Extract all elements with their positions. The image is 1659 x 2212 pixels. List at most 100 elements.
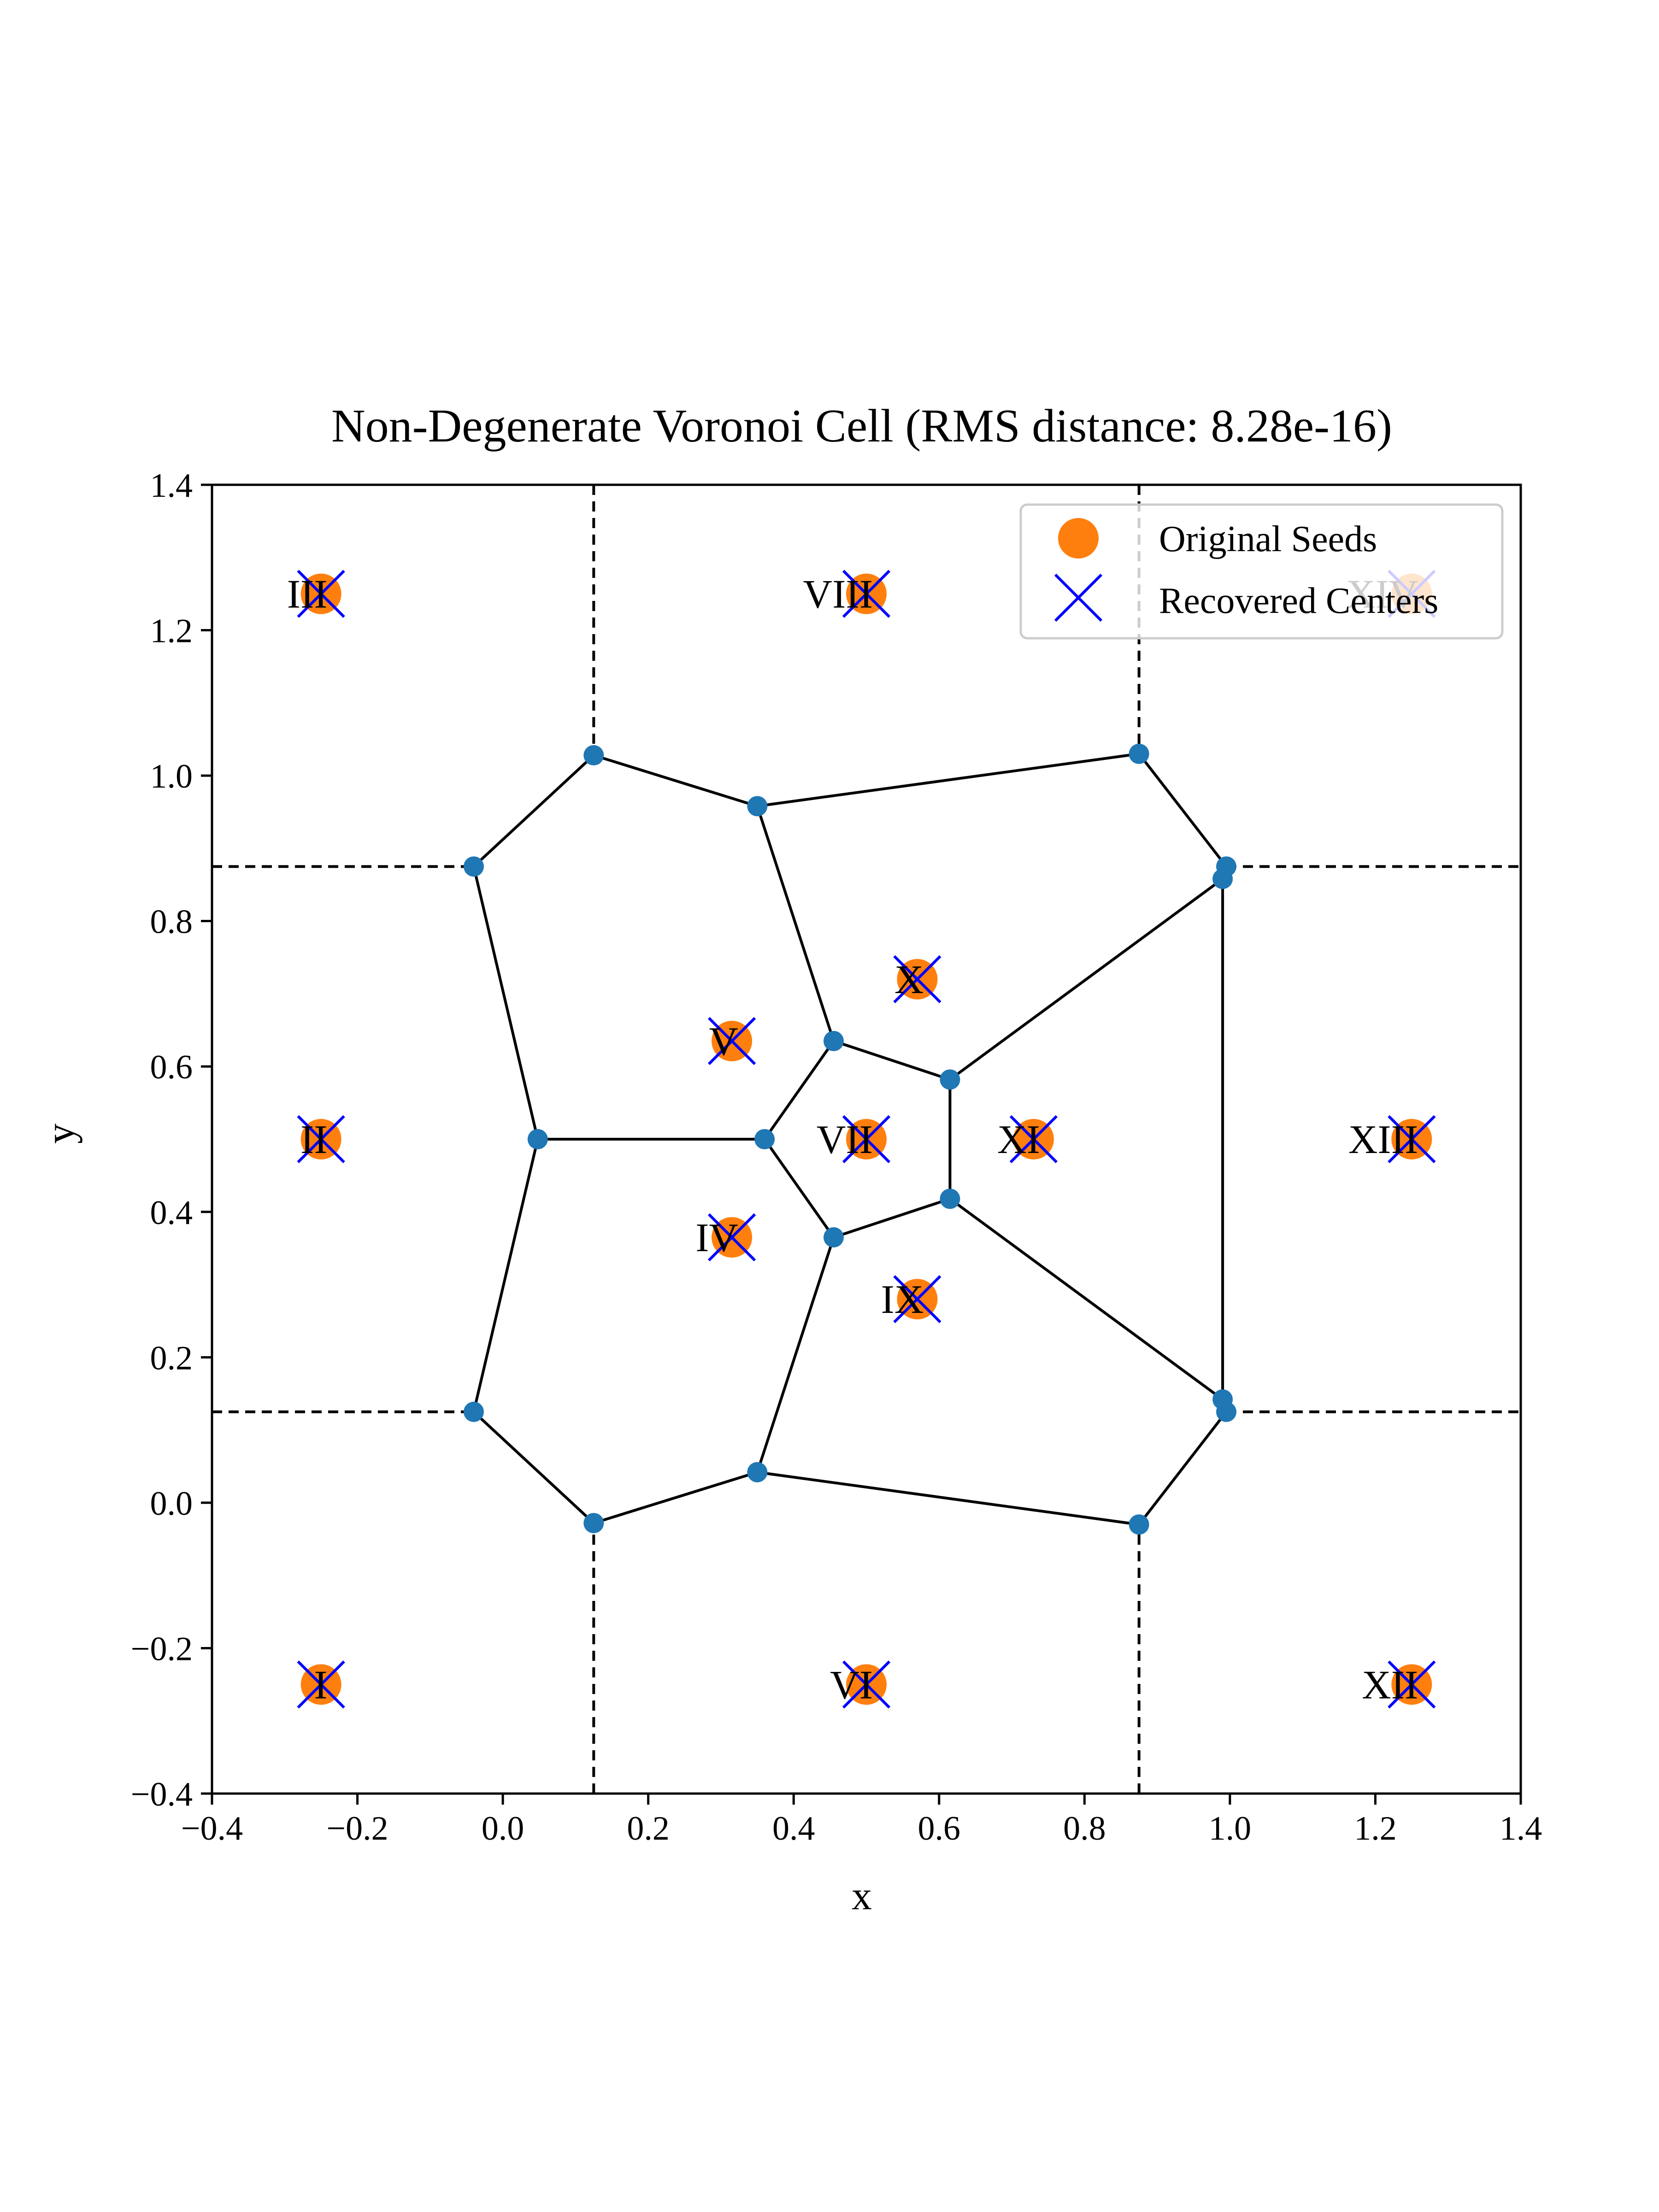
x-tick-label: −0.4 (181, 1810, 243, 1847)
voronoi-edge (832, 1040, 952, 1081)
recovered-center-stroke (893, 1275, 941, 1324)
recovered-center-stroke (842, 1660, 891, 1709)
recovered-center-stroke (1388, 1660, 1436, 1709)
x-tick-label: 0.6 (918, 1810, 961, 1847)
voronoi-edge (1137, 752, 1228, 868)
recovered-center (1388, 1115, 1436, 1164)
legend: Original Seeds Recovered Centers (1019, 503, 1504, 640)
seed-label: VII (817, 1118, 873, 1162)
seed-label: VI (830, 1663, 873, 1707)
plot-frame (211, 483, 1522, 1795)
y-tick-label: −0.4 (131, 1776, 193, 1813)
x-axis-ticks: −0.4 −0.2 0.0 0.2 0.4 0.6 0.8 1.0 1.2 1.4 (181, 1794, 1542, 1847)
voronoi-vertices (464, 743, 1236, 1535)
voronoi-vertex (583, 1513, 604, 1534)
recovered-center-stroke (707, 1213, 756, 1262)
seed-label: XII (1362, 1663, 1418, 1707)
y-tick-label: 0.6 (150, 1048, 193, 1086)
recovered-center-stroke (297, 570, 345, 618)
voronoi-vertex (1129, 1514, 1149, 1535)
voronoi-edge (472, 1410, 595, 1525)
recovered-center-stroke (297, 1115, 345, 1164)
voronoi-vertex (824, 1031, 844, 1051)
y-tick-label: 1.4 (150, 467, 193, 505)
voronoi-edge (592, 753, 759, 808)
voronoi-edge (763, 1138, 835, 1239)
seed-labels: IIIIIIIVVVIVIIVIIIIXXXIXIIXIIIXIV (287, 572, 1418, 1708)
recovered-center-stroke (842, 1115, 891, 1164)
recovered-center-stroke (707, 1017, 756, 1065)
voronoi-vertex (940, 1069, 960, 1090)
recovered-center (707, 1213, 756, 1262)
y-tick-label: −0.2 (131, 1630, 193, 1668)
chart-title: Non-Degenerate Voronoi Cell (RMS distanc… (331, 400, 1392, 452)
voronoi-vertex (527, 1129, 548, 1149)
voronoi-edge (948, 877, 1224, 1081)
recovered-center (1388, 1660, 1436, 1709)
y-tick-label: 0.2 (150, 1339, 193, 1377)
voronoi-vertex (583, 745, 604, 765)
voronoi-edge (832, 1197, 952, 1239)
y-tick-label: 0.0 (150, 1485, 193, 1523)
voronoi-edge (756, 1236, 835, 1474)
y-axis-label: y (38, 1124, 83, 1144)
y-tick-label: 1.2 (150, 612, 193, 650)
seed-label: IV (695, 1216, 738, 1260)
x-tick-label: 0.2 (627, 1810, 670, 1847)
seed-label: IX (881, 1277, 924, 1322)
voronoi-edge (756, 805, 835, 1042)
voronoi-vertex (464, 856, 484, 877)
recovered-center (1009, 1115, 1058, 1164)
recovered-center-stroke (842, 570, 891, 618)
x-tick-label: 0.8 (1063, 1810, 1106, 1847)
x-tick-label: 1.4 (1500, 1810, 1542, 1847)
seed-label: VIII (803, 572, 873, 617)
voronoi-edge (756, 752, 1141, 808)
seed-label: I (314, 1663, 327, 1707)
recovered-center (893, 1275, 941, 1324)
voronoi-edge (948, 1197, 1224, 1401)
seed-label: II (300, 1118, 328, 1162)
voronoi-vertex (824, 1227, 844, 1247)
voronoi-edge (472, 1138, 539, 1413)
voronoi-vertex (747, 1462, 768, 1483)
recovered-center (707, 1017, 756, 1065)
voronoi-edge (592, 1471, 759, 1525)
voronoi-edge (763, 1040, 835, 1141)
x-axis-label: x (852, 1874, 872, 1918)
x-tick-label: −0.2 (326, 1810, 388, 1847)
seed-label: XI (997, 1118, 1040, 1162)
voronoi-vertex (1129, 743, 1149, 764)
voronoi-edge (1137, 1410, 1228, 1526)
legend-box (1019, 503, 1504, 640)
voronoi-vertex (464, 1401, 484, 1422)
legend-center-stroke (1054, 573, 1103, 622)
recovered-centers (297, 570, 1436, 1709)
voronoi-vertex (754, 1129, 775, 1149)
recovered-center (297, 1660, 345, 1709)
recovered-center (842, 1660, 891, 1709)
voronoi-edge (756, 1471, 1141, 1526)
x-tick-label: 0.0 (482, 1810, 524, 1847)
legend-label-original-seeds: Original Seeds (1159, 519, 1377, 559)
x-tick-label: 0.4 (772, 1810, 815, 1847)
voronoi-vertex (940, 1188, 960, 1209)
voronoi-edge (472, 753, 595, 868)
recovered-center (842, 570, 891, 618)
y-axis-ticks: −0.4 −0.2 0.0 0.2 0.4 0.6 0.8 1.0 1.2 1.4 (131, 467, 212, 1813)
recovered-center-stroke (1009, 1115, 1058, 1164)
voronoi-vertex (747, 796, 768, 817)
recovered-center-stroke (297, 1660, 345, 1709)
recovered-center-stroke (893, 955, 941, 1004)
y-tick-label: 0.4 (150, 1194, 193, 1232)
y-tick-label: 1.0 (150, 758, 193, 795)
voronoi-edge (472, 865, 539, 1141)
legend-seed-marker (1058, 518, 1099, 559)
recovered-center (297, 570, 345, 618)
legend-label-recovered-centers: Recovered Centers (1159, 581, 1438, 621)
voronoi-edges (472, 752, 1228, 1526)
x-tick-label: 1.0 (1209, 1810, 1252, 1847)
recovered-center-stroke (1388, 1115, 1436, 1164)
voronoi-vertex (1212, 869, 1233, 889)
